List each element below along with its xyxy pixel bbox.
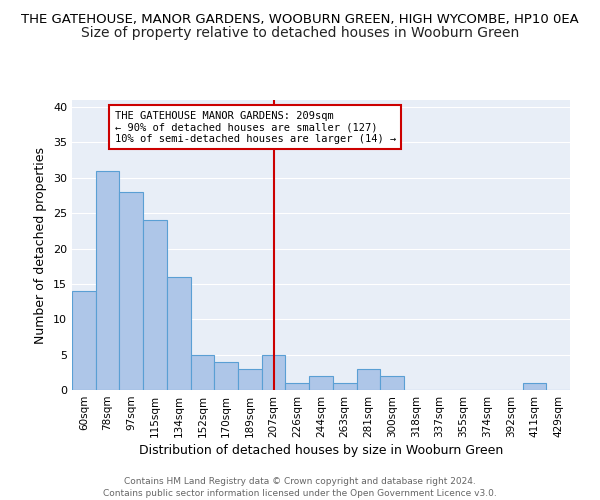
Bar <box>167 277 191 390</box>
Bar <box>96 170 119 390</box>
Text: Contains public sector information licensed under the Open Government Licence v3: Contains public sector information licen… <box>103 489 497 498</box>
Bar <box>214 362 238 390</box>
Bar <box>309 376 333 390</box>
Bar <box>191 354 214 390</box>
Text: Contains HM Land Registry data © Crown copyright and database right 2024.: Contains HM Land Registry data © Crown c… <box>124 478 476 486</box>
Bar <box>523 383 546 390</box>
Bar <box>72 291 96 390</box>
Bar <box>356 369 380 390</box>
Bar <box>143 220 167 390</box>
Bar <box>333 383 356 390</box>
Bar <box>286 383 309 390</box>
Text: Size of property relative to detached houses in Wooburn Green: Size of property relative to detached ho… <box>81 26 519 40</box>
Bar <box>262 354 286 390</box>
X-axis label: Distribution of detached houses by size in Wooburn Green: Distribution of detached houses by size … <box>139 444 503 457</box>
Bar <box>119 192 143 390</box>
Text: THE GATEHOUSE, MANOR GARDENS, WOOBURN GREEN, HIGH WYCOMBE, HP10 0EA: THE GATEHOUSE, MANOR GARDENS, WOOBURN GR… <box>21 12 579 26</box>
Y-axis label: Number of detached properties: Number of detached properties <box>34 146 47 344</box>
Bar <box>238 369 262 390</box>
Text: THE GATEHOUSE MANOR GARDENS: 209sqm
← 90% of detached houses are smaller (127)
1: THE GATEHOUSE MANOR GARDENS: 209sqm ← 90… <box>115 110 396 144</box>
Bar <box>380 376 404 390</box>
